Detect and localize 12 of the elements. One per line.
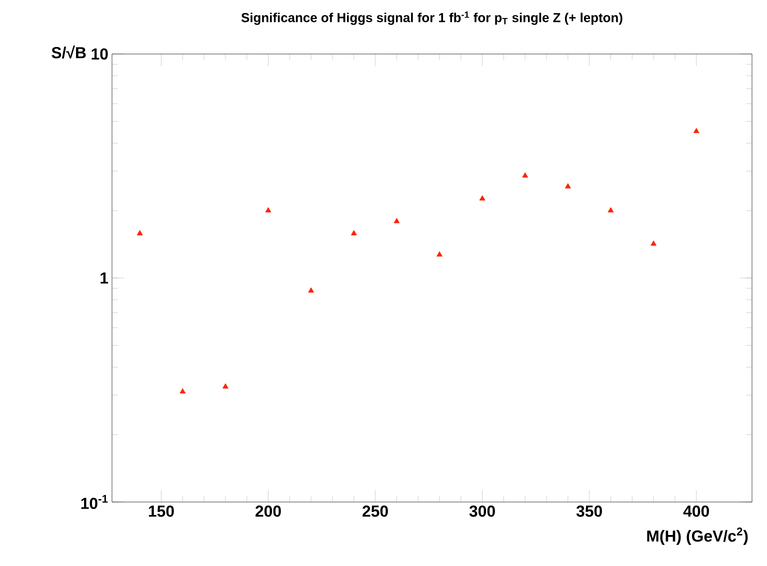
y-tick-label: 10$^{-1}$ [81,494,108,510]
x-tick-label: 150 [148,506,174,517]
x-tick-label: 200 [256,506,281,517]
x-tick-label: 300 [469,506,495,517]
x-tick-label: 250 [362,506,388,517]
y-tick-label: 1 [100,272,108,284]
y-axis-title: S/√B [52,46,86,58]
x-tick-label: 400 [683,506,709,517]
y-tick-label: 10 [92,48,108,60]
x-axis-title: M(H) (GeV/c$^{2}$) [647,528,748,545]
chart-title: Significance of Higgs signal for 1 fb$^{-1}$ for p$_{T}$ single Z (+ lepton) [241,12,622,25]
x-tick-label: 350 [576,506,602,517]
